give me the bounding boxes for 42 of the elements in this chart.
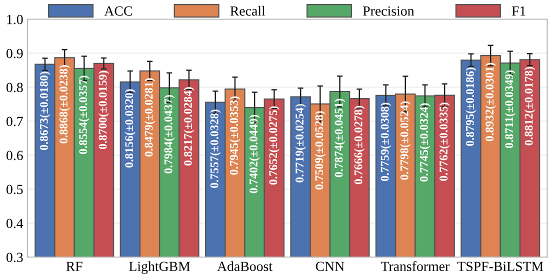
data-label: 0.8217(±0.0284) (184, 87, 194, 166)
x-tick-label: AdaBoost (217, 261, 272, 272)
data-label: 0.7745(±0.0324) (420, 103, 430, 182)
y-tick-label: 0.5 (6, 184, 23, 194)
x-tick-label: LightGBM (129, 261, 190, 274)
data-label: 0.7762(±0.0335) (439, 102, 450, 181)
data-label: 0.8554(±0.0357) (78, 76, 90, 154)
data-label: 0.7798(±0.0524) (400, 101, 411, 180)
x-tick-label: TSPF-BiLSTM (457, 262, 544, 272)
legend-label: Recall (230, 6, 266, 16)
data-label: 0.8711(±0.0349) (504, 70, 516, 148)
data-label: 0.8812(±0.0178) (524, 66, 536, 146)
y-tick-label: 1.0 (7, 14, 23, 24)
data-label: 0.7874(±0.0451) (334, 98, 346, 178)
data-label: 0.7652(±0.0275) (268, 106, 280, 185)
y-tick-label: 0.6 (6, 150, 23, 160)
data-label: 0.7984(±0.0437) (164, 95, 175, 174)
legend-label: F1 (512, 6, 526, 16)
data-label: 0.7557(±0.0328) (210, 110, 221, 188)
y-tick-label: 0.8 (6, 82, 23, 92)
data-label: 0.7402(±0.0449) (249, 114, 260, 194)
y-tick-label: 0.7 (6, 116, 23, 126)
legend-label: ACC (104, 6, 132, 16)
data-label: 0.8932(±0.0301) (485, 62, 496, 142)
data-label: 0.7666(±0.0278) (354, 106, 365, 184)
data-label: 0.8156(±0.0320) (124, 89, 136, 168)
y-tick-label: 0.9 (6, 48, 23, 58)
data-label: 0.8673(±0.0180) (40, 72, 50, 150)
data-label: 0.8795(±0.0186) (466, 68, 476, 146)
x-tick-label: CNN (316, 262, 344, 272)
data-label: 0.8868(±0.0238) (59, 65, 70, 144)
y-tick-label: 0.3 (6, 252, 23, 262)
data-label: 0.8700(±0.0159) (98, 70, 110, 150)
data-label: 0.8479(±0.0281) (144, 78, 156, 157)
data-label: 0.7719(±0.0254) (295, 104, 306, 182)
x-tick-label: RF (66, 262, 82, 271)
y-tick-label: 0.4 (6, 218, 24, 228)
data-label: 0.7509(±0.0528) (314, 111, 326, 190)
legend-label: Precision (363, 6, 414, 16)
x-tick-label: Transformer (380, 261, 450, 272)
data-label: 0.7759(±0.0308) (380, 102, 392, 182)
data-label: 0.7945(±0.0353) (230, 96, 240, 175)
